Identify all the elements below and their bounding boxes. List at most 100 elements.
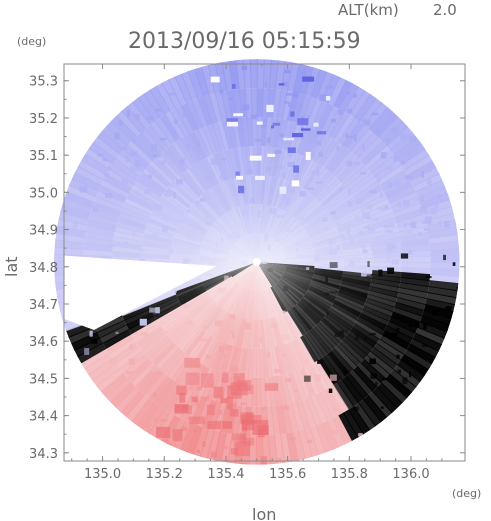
radar-sector (396, 359, 425, 382)
radar-sector (120, 390, 146, 418)
radar-speckle (410, 221, 417, 228)
radar-sector (316, 71, 334, 102)
radar-speckle (229, 97, 234, 101)
radar-speckle (444, 221, 450, 228)
radar-speckle (408, 250, 412, 255)
radar-sector (420, 192, 450, 210)
radar-sector (381, 378, 408, 404)
radar-speckle (154, 417, 158, 423)
radar-sector (332, 79, 353, 109)
radar-speckle (425, 276, 432, 279)
radar-sector (363, 395, 388, 423)
radar-speckle (126, 371, 133, 375)
radar-patch (240, 432, 247, 444)
radar-speckle (202, 441, 206, 447)
radar-speckle (358, 433, 363, 437)
radar-speckle (242, 104, 250, 111)
radar-sector (327, 76, 347, 107)
radar-speckle (147, 424, 150, 432)
radar-patch (188, 416, 205, 425)
radar-patch (234, 441, 251, 457)
radar-sector (110, 115, 137, 142)
radar-sector (425, 212, 456, 227)
radar-speckle (218, 409, 223, 416)
radar-sector (148, 408, 170, 438)
radar-speckle (380, 152, 387, 159)
radar-speckle (288, 437, 296, 440)
radar-patch (222, 421, 232, 429)
radar-speckle (210, 451, 218, 458)
x-axis: 135.0 135.2 135.4 135.6 135.8 136.0 (71, 64, 443, 482)
radar-speckle (109, 358, 116, 364)
radar-speckle (284, 69, 291, 74)
radar-sector (81, 153, 110, 176)
radar-speckle (142, 128, 145, 133)
radar-sector (115, 110, 142, 137)
radar-speckle (345, 135, 354, 138)
radar-speckle (92, 205, 99, 212)
radar-speckle (421, 344, 429, 347)
radar-sector (332, 415, 352, 445)
radar-patch (232, 433, 247, 441)
radar-speckle (171, 131, 177, 135)
radar-sector (155, 82, 176, 112)
radar-sector (96, 130, 125, 155)
radar-sector (404, 154, 433, 176)
radar-sector (180, 71, 199, 101)
radar-sector (421, 309, 452, 326)
radar-speckle (58, 228, 66, 232)
radar-sector (249, 59, 258, 89)
radar-speckle (419, 206, 428, 214)
radar-speckle (115, 331, 119, 334)
radar-speckle (110, 386, 113, 390)
radar-sector (430, 247, 460, 257)
radar-speckle (400, 133, 407, 140)
radar-speckle (159, 137, 167, 141)
y-axis-unit: (deg) (17, 35, 46, 48)
radar-speckle (223, 445, 228, 449)
radar-speckle (407, 230, 413, 234)
radar-speckle (91, 339, 98, 344)
radar-speckle (424, 216, 432, 224)
radar-speckle (170, 401, 174, 408)
radar-sector (419, 315, 450, 333)
x-tick-label: 135.8 (331, 467, 368, 482)
radar-sector (343, 86, 366, 116)
radar-speckle (167, 442, 174, 446)
radar-sector (199, 428, 215, 459)
radar-sector (63, 191, 94, 209)
radar-sector (397, 142, 426, 166)
radar-speckle (260, 63, 263, 67)
radar-patch (229, 409, 239, 417)
radar-sector (88, 141, 117, 165)
radar-sector (286, 62, 300, 93)
radar-patch (240, 414, 250, 425)
radar-speckle (403, 200, 410, 207)
y-tick-label: 35.1 (29, 149, 58, 164)
radar-sector (187, 68, 204, 99)
radar-speckle (454, 221, 460, 226)
radar-speckle (117, 194, 121, 198)
radar-speckle (415, 197, 422, 202)
radar-sector (403, 348, 433, 371)
radar-sector (430, 261, 460, 271)
radar-speckle (418, 232, 423, 236)
radar-sector (348, 406, 371, 435)
radar-sector (337, 412, 359, 442)
radar-sector (186, 424, 204, 455)
radar-sector (80, 348, 110, 370)
radar-speckle (338, 109, 344, 116)
radar-sector (92, 363, 120, 387)
radar-sector (71, 331, 101, 351)
radar-speckle (393, 155, 398, 162)
radar-sector (84, 147, 114, 170)
radar-speckle (299, 102, 303, 110)
radar-sector (368, 106, 394, 134)
radar-speckle (160, 418, 168, 422)
y-axis-label: lat (2, 256, 21, 277)
radar-speckle (219, 89, 224, 94)
radar-sector (115, 386, 141, 413)
radar-speckle (292, 91, 298, 98)
radar-speckle (407, 223, 410, 226)
